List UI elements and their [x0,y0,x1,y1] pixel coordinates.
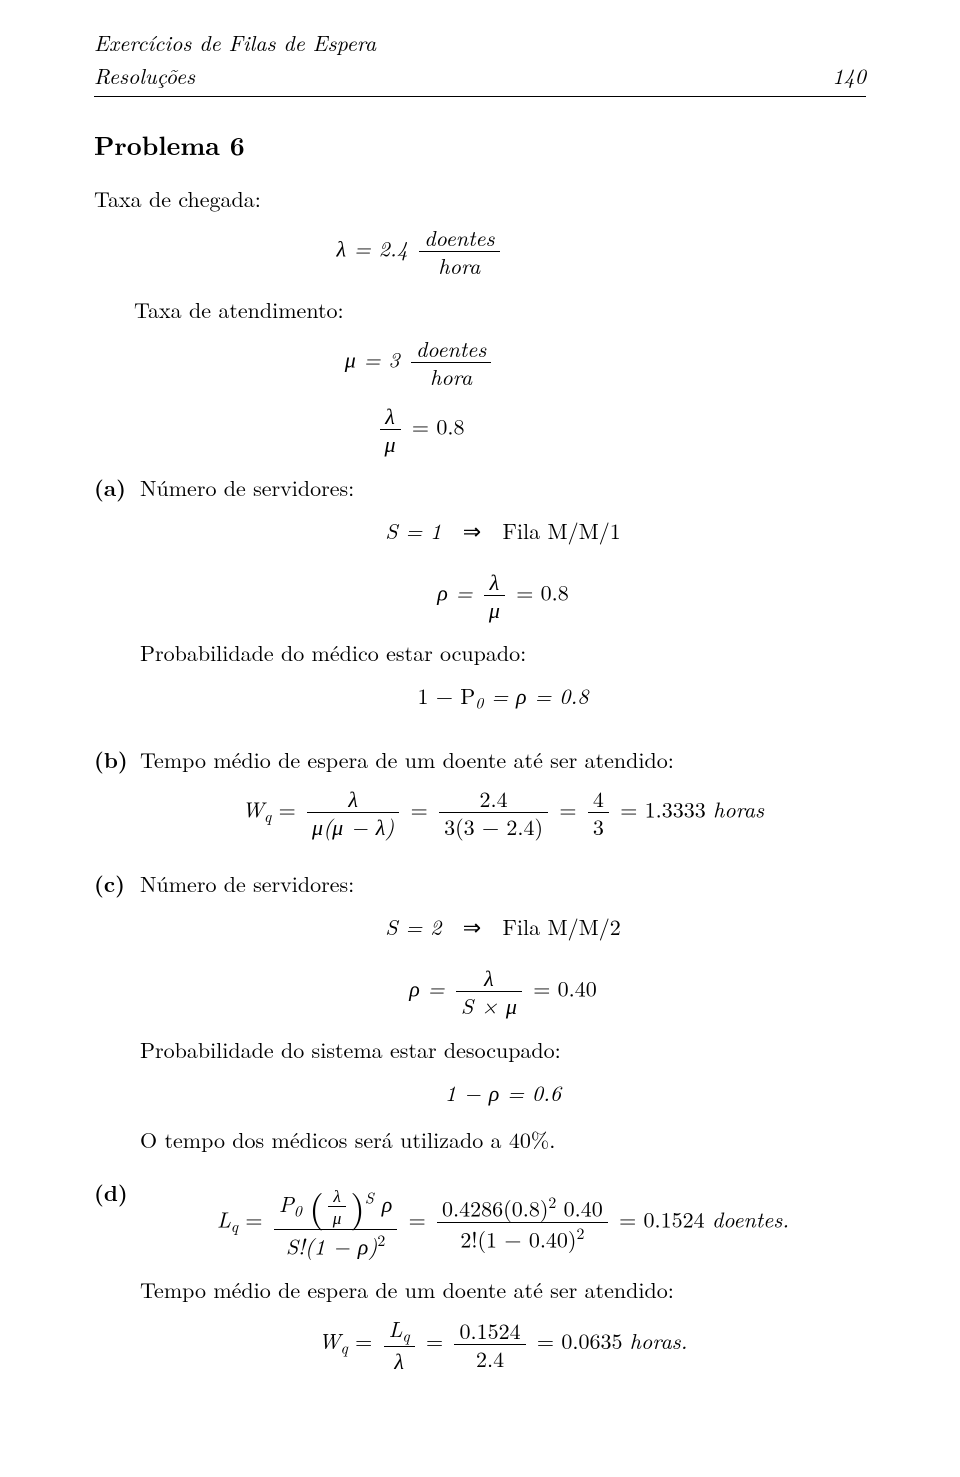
a-prob-text: Probabilidade do médico estar ocupado: [140,636,866,669]
bullet-b: (b) [94,743,140,776]
item-d: (d) Lq = P0 (λμ)S ρ S!(1 − ρ)2 = 0.4286(… [94,1176,866,1387]
header-left-1: Exercícios de Filas de Espera [94,26,376,59]
header-row-2: Resoluções 140 [94,59,866,92]
a-eq-p0: 1 − P0 = ρ = 0.8 [140,679,866,714]
problem-title: Problema 6 [94,125,866,164]
eq-mu: μ = 3 doenteshora [94,336,866,390]
page: Exercícios de Filas de Espera Resoluções… [0,0,960,1447]
c-prob-text: Probabilidade do sistema estar desocupad… [140,1033,866,1066]
c-label: Número de servidores: [140,867,866,900]
header-rule [94,96,866,97]
a-eq-rho: ρ = λμ = 0.8 [140,569,866,623]
b-label: Tempo médio de espera de um doente até s… [140,743,866,776]
eq-lambda-over-mu: λμ = 0.8 [94,403,866,457]
b-eq-wq: Wq = λμ(μ − λ) = 2.43(3 − 2.4) = 43 = 1.… [140,786,866,840]
header-left-2: Resoluções [94,59,195,92]
item-a: (a) Número de servidores: S = 1 ⇒ Fila M… [94,471,866,729]
c-eq-1rho: 1 − ρ = 0.6 [140,1076,866,1109]
c-time-text: O tempo dos médicos será utilizado a 40%… [140,1123,866,1156]
item-b: (b) Tempo médio de espera de um doente a… [94,743,866,854]
d-time-text: Tempo médio de espera de um doente até s… [140,1273,866,1306]
d-eq-Wq: Wq = Lq λ = 0.1524 2.4 = 0.0635 horas. [140,1316,866,1373]
bullet-d: (d) [94,1176,140,1209]
c-eq-rho: ρ = λS × μ = 0.40 [140,965,866,1019]
bullet-a: (a) [94,471,140,504]
item-c: (c) Número de servidores: S = 2 ⇒ Fila M… [94,867,866,1162]
service-rate-label: Taxa de atendimento: [134,293,866,326]
c-eq-S: S = 2 ⇒ Fila M/M/2 [140,910,866,943]
page-number: 140 [832,59,866,92]
arrival-rate-label: Taxa de chegada: [94,182,866,215]
bullet-c: (c) [94,867,140,900]
a-eq-S: S = 1 ⇒ Fila M/M/1 [140,514,866,547]
d-eq-Lq: Lq = P0 (λμ)S ρ S!(1 − ρ)2 = 0.4286(0.8)… [140,1186,866,1259]
eq-lambda: λ = 2.4 doenteshora [94,225,866,279]
a-label: Número de servidores: [140,471,866,504]
header-row: Exercícios de Filas de Espera [94,26,866,59]
